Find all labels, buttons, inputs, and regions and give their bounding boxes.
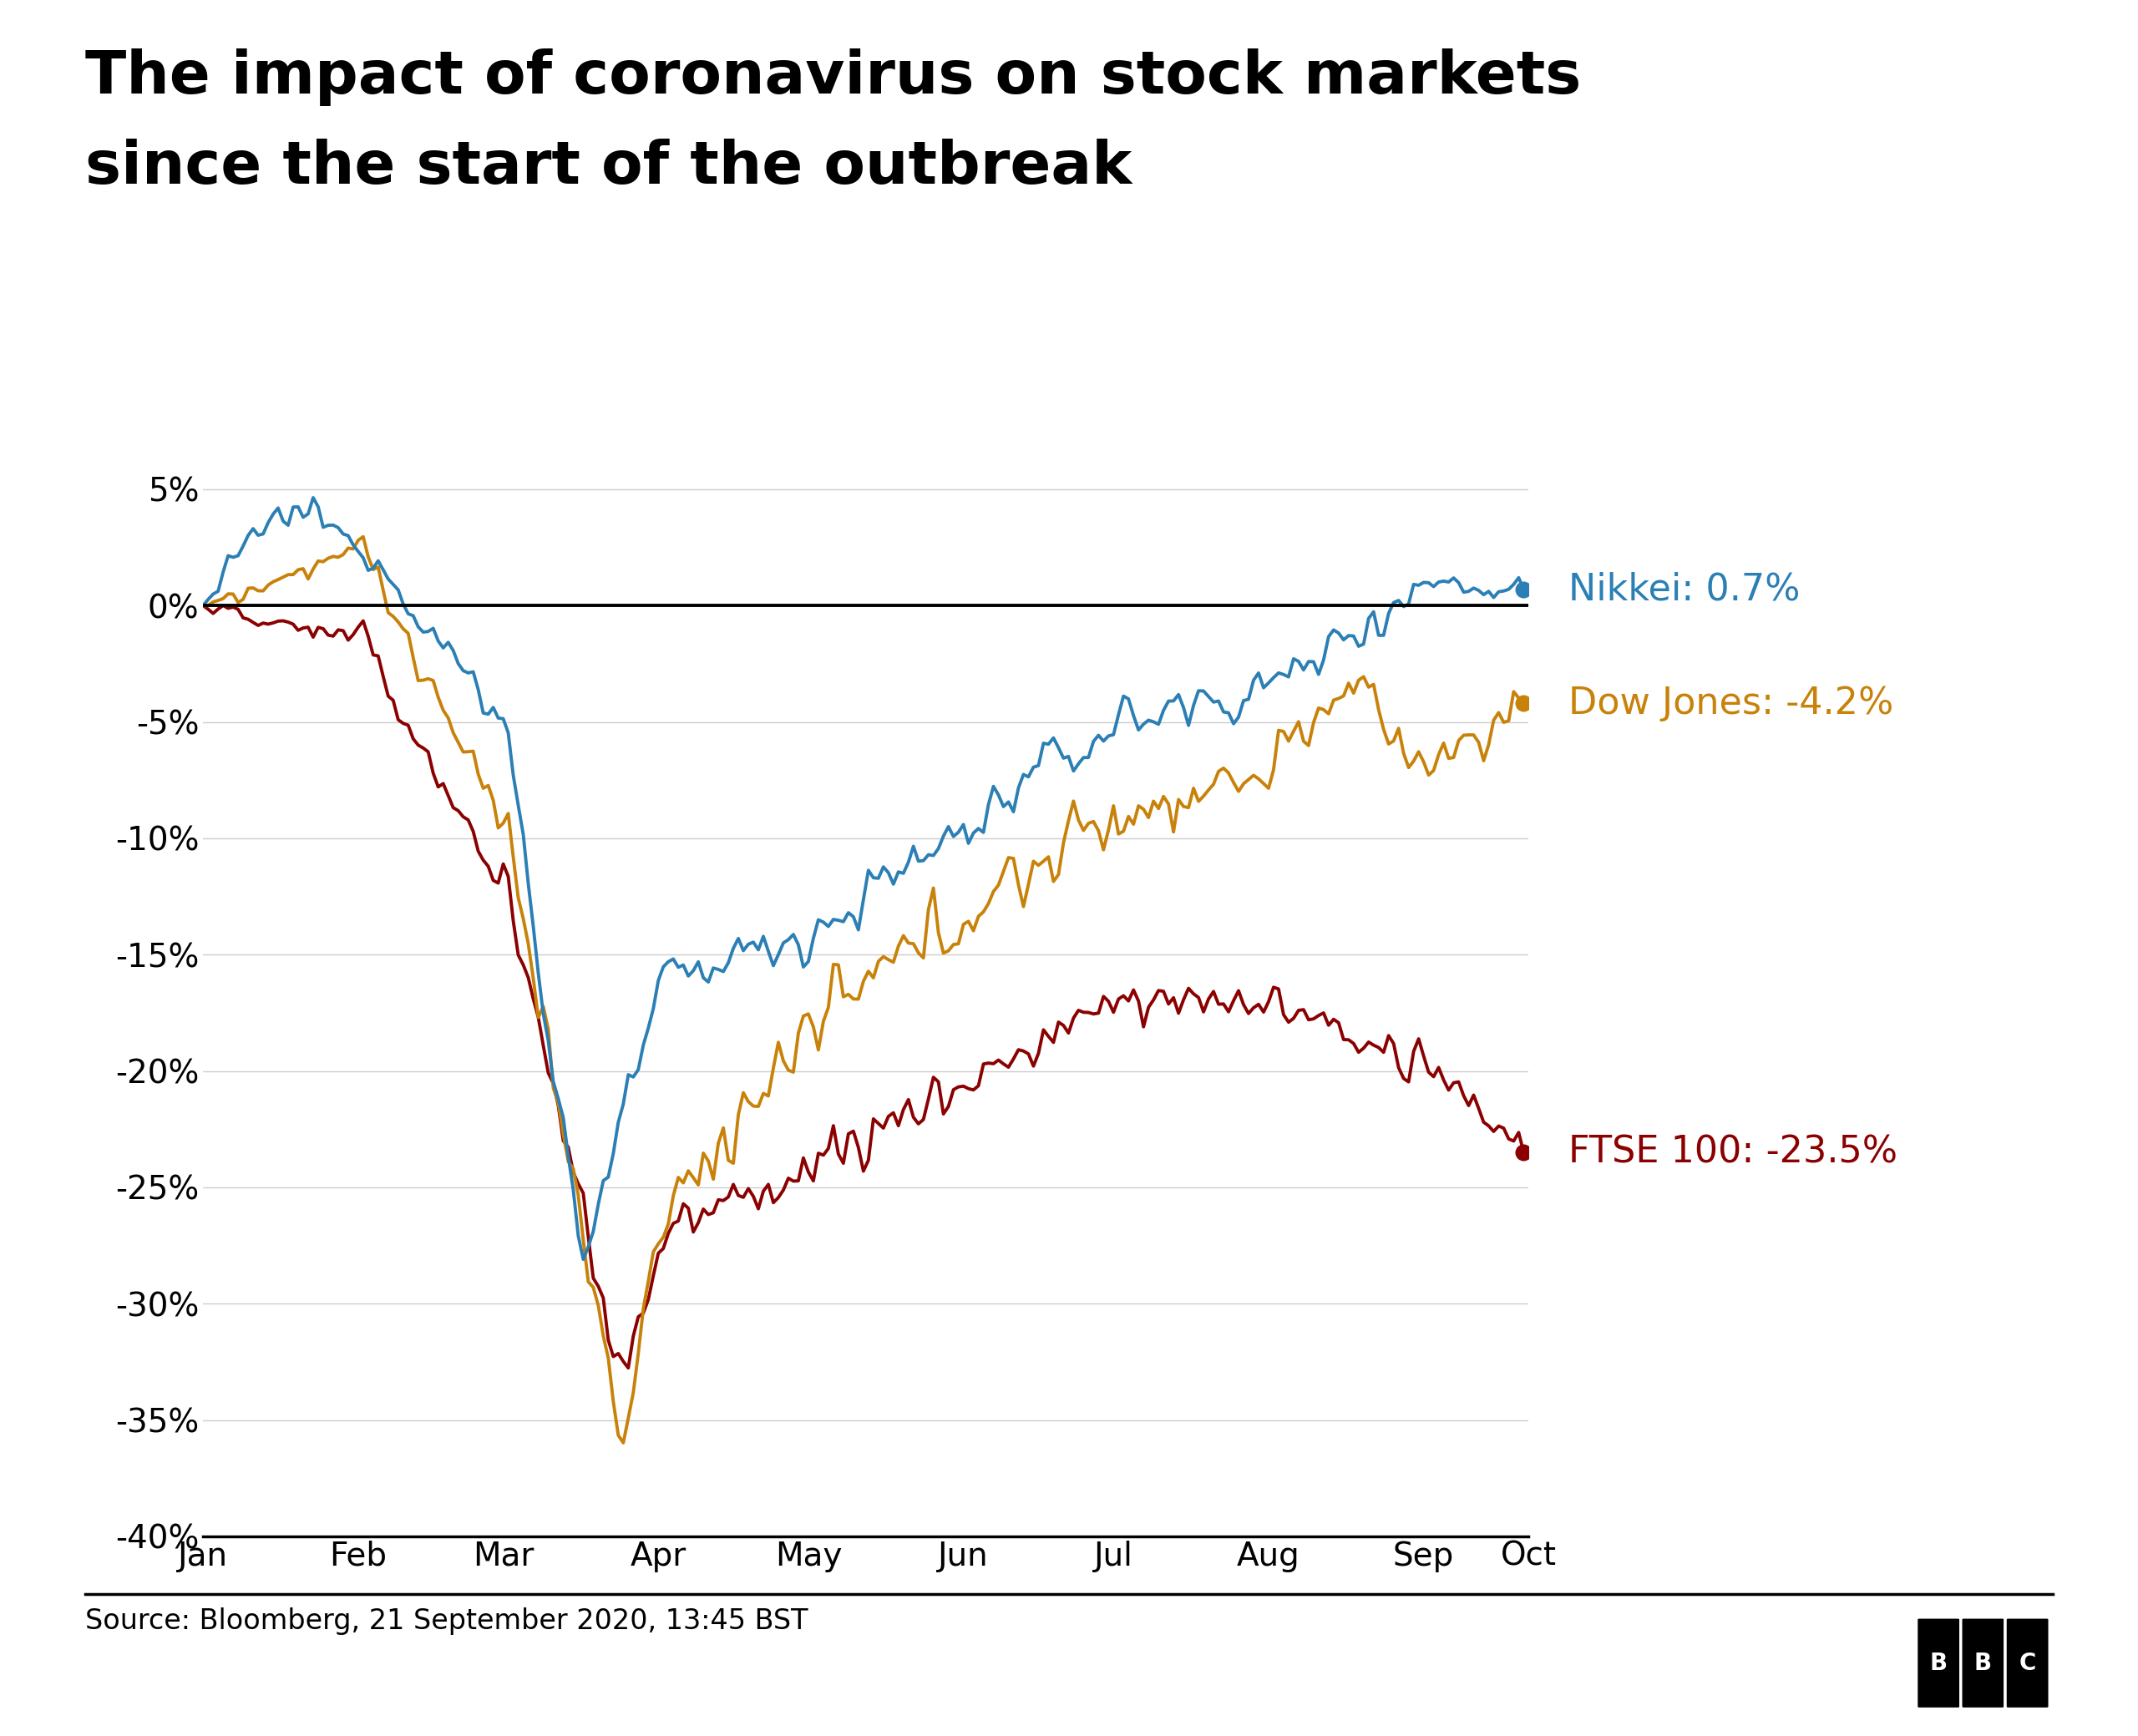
Text: Dow Jones: -4.2%: Dow Jones: -4.2% [1569, 686, 1894, 720]
Text: FTSE 100: -23.5%: FTSE 100: -23.5% [1569, 1134, 1899, 1170]
Text: B: B [1973, 1651, 1993, 1675]
Text: C: C [2018, 1651, 2035, 1675]
Text: B: B [1931, 1651, 1948, 1675]
Text: since the start of the outbreak: since the start of the outbreak [86, 139, 1133, 196]
Text: The impact of coronavirus on stock markets: The impact of coronavirus on stock marke… [86, 49, 1582, 106]
Point [1507, 575, 1541, 602]
FancyBboxPatch shape [1961, 1618, 2005, 1708]
FancyBboxPatch shape [2005, 1618, 2050, 1708]
Text: Nikkei: 0.7%: Nikkei: 0.7% [1569, 571, 1800, 608]
Point [1507, 1139, 1541, 1167]
Text: Source: Bloomberg, 21 September 2020, 13:45 BST: Source: Bloomberg, 21 September 2020, 13… [86, 1608, 808, 1635]
Point [1507, 689, 1541, 717]
FancyBboxPatch shape [1916, 1618, 1961, 1708]
